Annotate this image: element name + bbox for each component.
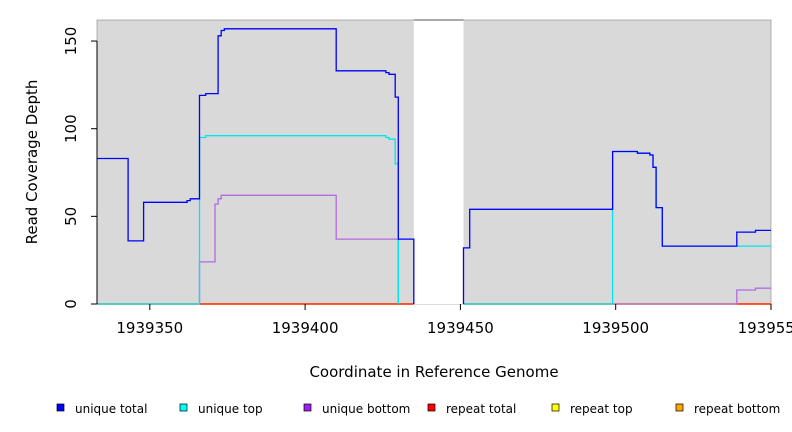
legend-swatch-unique-top bbox=[179, 403, 188, 412]
legend-label-unique-top: unique top bbox=[198, 402, 263, 416]
legend-swatch-repeat-top bbox=[551, 403, 560, 412]
y-tick-label: 150 bbox=[62, 27, 80, 56]
series-line-unique-bottom-2 bbox=[463, 287, 771, 305]
x-tick-label: 1939500 bbox=[582, 319, 649, 337]
gap-region bbox=[413, 20, 464, 304]
x-tick-label: 1939350 bbox=[116, 319, 183, 337]
legend: unique total unique top unique bottom repea… bbox=[56, 402, 780, 416]
series-line-unique-total-1 bbox=[97, 28, 415, 304]
x-axis-label: Coordinate in Reference Genome bbox=[309, 363, 558, 381]
y-axis-label: Read Coverage Depth bbox=[23, 80, 41, 245]
y-tick-label: 100 bbox=[62, 114, 80, 143]
x-tick-label: 1939450 bbox=[427, 319, 494, 337]
legend-swatch-unique-total bbox=[56, 403, 65, 412]
legend-label-repeat-bottom: repeat bottom bbox=[694, 402, 780, 416]
legend-label-unique-bottom: unique bottom bbox=[322, 402, 410, 416]
legend-swatch-repeat-bottom bbox=[675, 403, 684, 412]
y-tick-label: 0 bbox=[62, 299, 80, 309]
y-tick-label: 50 bbox=[62, 207, 80, 226]
series-line-unique-total-2 bbox=[462, 150, 771, 304]
legend-label-repeat-total: repeat total bbox=[446, 402, 516, 416]
y-axis: 0 50 100 150 bbox=[62, 27, 98, 309]
legend-swatch-unique-bottom bbox=[303, 403, 312, 412]
legend-swatch-repeat-total bbox=[427, 403, 436, 412]
legend-label-repeat-top: repeat top bbox=[570, 402, 633, 416]
x-tick-label: 1939400 bbox=[272, 319, 339, 337]
legend-label-unique-total: unique total bbox=[75, 402, 147, 416]
